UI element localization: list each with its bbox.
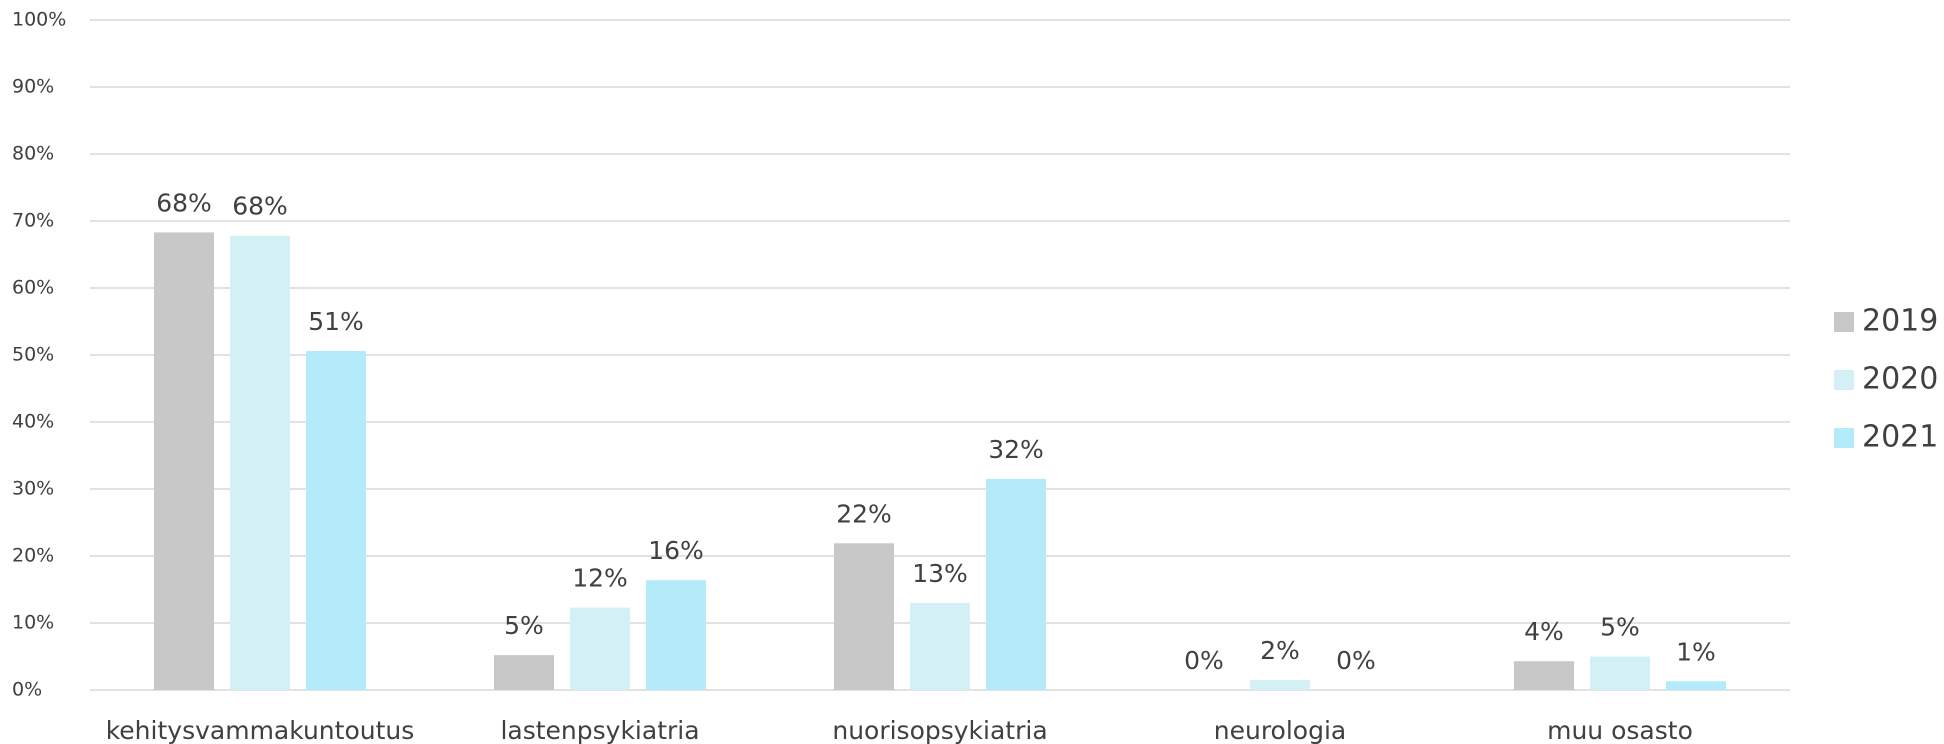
legend-label: 2021 — [1862, 420, 1938, 455]
y-tick-label: 50% — [12, 344, 54, 366]
data-label: 0% — [1336, 646, 1376, 675]
bar — [646, 580, 706, 690]
data-label: 51% — [308, 307, 364, 336]
y-tick-label: 60% — [12, 277, 54, 299]
data-label: 68% — [232, 192, 288, 221]
data-label: 1% — [1676, 637, 1716, 666]
bar — [1666, 681, 1726, 690]
y-tick-label: 0% — [12, 679, 42, 701]
y-tick-label: 100% — [12, 9, 66, 31]
y-tick-label: 80% — [12, 143, 54, 165]
bar — [910, 602, 970, 690]
legend-swatch — [1834, 312, 1854, 332]
x-tick-label: lastenpsykiatria — [500, 716, 699, 744]
bar — [494, 655, 554, 690]
data-label: 16% — [648, 536, 704, 565]
legend-swatch — [1834, 370, 1854, 390]
data-label: 2% — [1260, 636, 1300, 665]
bar — [1250, 679, 1310, 690]
data-label: 0% — [1184, 646, 1224, 675]
data-label: 13% — [912, 559, 968, 588]
bar — [1590, 656, 1650, 690]
x-tick-label: neurologia — [1214, 716, 1346, 744]
y-tick-label: 30% — [12, 478, 54, 500]
data-label: 5% — [1600, 613, 1640, 642]
legend-swatch — [1834, 428, 1854, 448]
x-tick-label: kehitysvammakuntoutus — [106, 716, 415, 744]
bar — [986, 478, 1046, 690]
data-label: 12% — [572, 564, 628, 593]
legend-label: 2020 — [1862, 362, 1938, 397]
x-tick-label: muu osasto — [1547, 716, 1693, 744]
y-tick-label: 90% — [12, 76, 54, 98]
data-label: 5% — [504, 611, 544, 640]
data-label: 32% — [988, 435, 1044, 464]
y-tick-label: 70% — [12, 210, 54, 232]
x-tick-label: nuorisopsykiatria — [832, 716, 1047, 744]
bar — [306, 350, 366, 690]
data-label: 68% — [156, 188, 212, 217]
data-label: 4% — [1524, 617, 1564, 646]
bar — [230, 235, 290, 691]
bar — [570, 607, 630, 690]
bar — [154, 232, 214, 690]
bar — [1514, 661, 1574, 690]
legend-label: 2019 — [1862, 304, 1938, 339]
y-tick-label: 20% — [12, 545, 54, 567]
bar — [834, 543, 894, 690]
data-label: 22% — [836, 499, 892, 528]
y-tick-label: 40% — [12, 411, 54, 433]
y-tick-label: 10% — [12, 612, 54, 634]
